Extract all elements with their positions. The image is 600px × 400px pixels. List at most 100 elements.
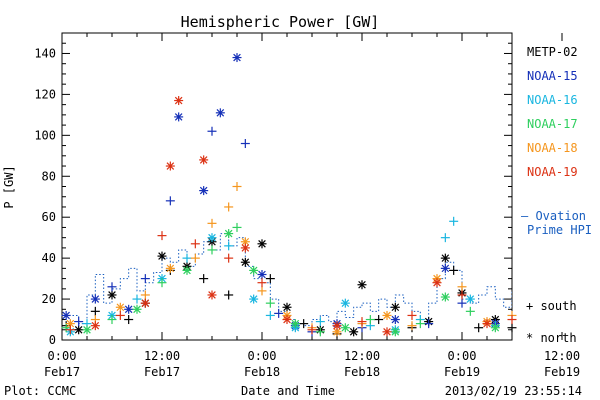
south-point bbox=[124, 315, 134, 325]
north-point bbox=[390, 302, 400, 312]
south-point bbox=[182, 253, 192, 263]
marker-stroke bbox=[108, 291, 116, 299]
marker-stroke bbox=[258, 240, 266, 248]
north-point bbox=[482, 319, 492, 329]
north-point bbox=[249, 294, 259, 304]
north-point bbox=[390, 315, 400, 325]
south-point bbox=[407, 310, 417, 320]
x-tick-time: 0:00 bbox=[248, 349, 277, 363]
marker-stroke bbox=[466, 295, 475, 303]
south-point bbox=[190, 239, 200, 249]
south-point bbox=[107, 315, 117, 325]
south-point bbox=[465, 306, 475, 316]
north-point bbox=[215, 108, 225, 118]
north-point bbox=[74, 325, 84, 335]
x-tick-time: 12:00 bbox=[544, 349, 580, 363]
south-point bbox=[257, 278, 267, 288]
marker-stroke bbox=[224, 229, 233, 238]
south-point bbox=[115, 310, 125, 320]
south-point bbox=[140, 274, 150, 284]
marker-stroke bbox=[341, 299, 350, 307]
south-point bbox=[207, 245, 217, 255]
marker-stroke bbox=[349, 328, 358, 336]
south-point bbox=[457, 298, 467, 308]
marker-stroke bbox=[208, 233, 216, 242]
ovation-legend-line2: Prime HPI bbox=[527, 223, 592, 237]
north-point bbox=[182, 265, 192, 275]
north-point bbox=[61, 310, 71, 320]
south-point bbox=[449, 216, 459, 226]
south-point bbox=[90, 306, 100, 316]
north-point bbox=[199, 155, 209, 165]
north-point bbox=[224, 229, 234, 239]
south-point bbox=[165, 196, 175, 206]
footer-plot-credit: Plot: CCMC bbox=[4, 384, 76, 398]
marker-stroke bbox=[241, 244, 250, 252]
marker-stroke bbox=[183, 266, 191, 275]
marker-stroke bbox=[174, 96, 183, 105]
north-point bbox=[165, 161, 175, 171]
marker-stroke bbox=[116, 303, 125, 312]
ovation-hpi-line bbox=[62, 233, 512, 327]
south-point bbox=[232, 182, 242, 191]
x-tick-date: Feb19 bbox=[544, 365, 580, 379]
south-point bbox=[265, 310, 275, 320]
north-point bbox=[240, 243, 250, 253]
marker-stroke bbox=[66, 319, 75, 328]
north-point bbox=[349, 327, 359, 337]
north-point bbox=[165, 263, 175, 273]
north-point bbox=[240, 257, 250, 267]
north-point bbox=[490, 323, 500, 333]
south-point bbox=[457, 282, 467, 292]
north-point bbox=[249, 265, 259, 275]
x-axis-label: Date and Time bbox=[241, 384, 335, 398]
marker-stroke bbox=[283, 315, 291, 324]
south-point bbox=[240, 139, 250, 149]
marker-stroke bbox=[141, 299, 150, 307]
north-point bbox=[465, 294, 475, 304]
x-tick-date: Feb19 bbox=[444, 365, 480, 379]
marker-stroke bbox=[62, 311, 70, 320]
south-point bbox=[440, 233, 450, 243]
north-point bbox=[90, 321, 100, 331]
marker-legend-north: * north bbox=[526, 331, 577, 345]
legend-entry: METP-02 bbox=[527, 45, 578, 59]
x-tick-time: 12:00 bbox=[344, 349, 380, 363]
marker-stroke bbox=[74, 325, 83, 334]
y-tick-label: 140 bbox=[34, 46, 56, 60]
marker-stroke bbox=[333, 328, 341, 336]
legend-entry: NOAA-15 bbox=[527, 69, 578, 83]
north-point bbox=[432, 278, 442, 288]
south-point bbox=[315, 327, 325, 337]
south-point bbox=[449, 265, 459, 275]
south-point bbox=[74, 317, 84, 327]
plot-frame bbox=[61, 32, 513, 341]
south-point bbox=[224, 241, 234, 251]
marker-legend-south: + south bbox=[526, 299, 577, 313]
marker-stroke bbox=[383, 328, 391, 336]
data-points bbox=[61, 53, 517, 339]
north-point bbox=[174, 96, 184, 106]
south-point bbox=[199, 274, 209, 284]
north-point bbox=[82, 325, 92, 335]
x-tick-date: Feb18 bbox=[244, 365, 280, 379]
south-point bbox=[224, 253, 234, 263]
south-point bbox=[415, 319, 425, 329]
y-axis-label: P [GW] bbox=[2, 165, 16, 208]
south-point bbox=[65, 325, 75, 335]
x-tick-time: 12:00 bbox=[144, 349, 180, 363]
marker-stroke bbox=[491, 323, 500, 332]
marker-stroke bbox=[433, 278, 441, 287]
south-point bbox=[157, 278, 167, 288]
marker-stroke bbox=[441, 254, 450, 262]
south-point bbox=[224, 202, 234, 212]
y-tick-label: 60 bbox=[42, 210, 56, 224]
north-point bbox=[207, 233, 217, 243]
north-point bbox=[174, 112, 184, 122]
marker-stroke bbox=[258, 270, 266, 279]
y-tick-label: 20 bbox=[42, 292, 56, 306]
x-tick-date: Feb18 bbox=[344, 365, 380, 379]
south-point bbox=[265, 274, 275, 284]
north-point bbox=[140, 298, 150, 308]
south-point bbox=[365, 315, 375, 325]
